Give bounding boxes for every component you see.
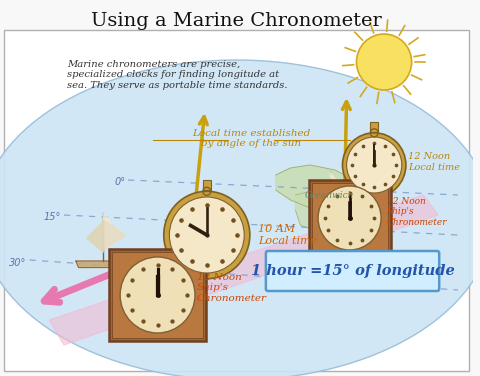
Polygon shape (318, 178, 330, 200)
Text: 12 Noon
Ship's
Chronometer: 12 Noon Ship's Chronometer (197, 273, 267, 303)
Text: 12 Noon
Local time: 12 Noon Local time (408, 152, 460, 172)
FancyBboxPatch shape (4, 30, 469, 371)
Polygon shape (295, 190, 384, 245)
FancyBboxPatch shape (109, 249, 206, 341)
Polygon shape (330, 172, 336, 180)
Text: 30°: 30° (9, 258, 26, 268)
Text: 1 hour =15° of longitude: 1 hour =15° of longitude (251, 264, 455, 278)
Circle shape (318, 186, 381, 250)
Text: 10 AM
Local time: 10 AM Local time (258, 224, 317, 246)
Text: Greenwich: Greenwich (305, 191, 355, 200)
Text: Using a Marine Chronometer: Using a Marine Chronometer (91, 12, 382, 30)
Circle shape (120, 257, 195, 333)
Bar (370, 122, 378, 132)
Text: by angle of the sun: by angle of the sun (201, 138, 301, 147)
Circle shape (169, 197, 244, 273)
Circle shape (343, 133, 406, 197)
Polygon shape (103, 218, 125, 249)
Polygon shape (310, 208, 344, 211)
Polygon shape (49, 195, 438, 345)
Circle shape (347, 137, 402, 193)
Polygon shape (330, 176, 346, 198)
Polygon shape (87, 221, 103, 252)
Text: 0°: 0° (115, 177, 126, 187)
FancyBboxPatch shape (309, 180, 391, 256)
Circle shape (357, 34, 412, 90)
Bar (203, 179, 211, 190)
Ellipse shape (0, 60, 480, 376)
Text: Local time established: Local time established (192, 129, 310, 138)
Polygon shape (276, 165, 364, 215)
Text: 12 Noon
Ship's
Chronometer: 12 Noon Ship's Chronometer (387, 197, 447, 227)
FancyBboxPatch shape (266, 251, 439, 291)
FancyBboxPatch shape (312, 183, 387, 253)
Polygon shape (76, 261, 123, 268)
Polygon shape (103, 213, 112, 224)
Text: Marine chronometers are precise,
specialized clocks for finding longitude at
sea: Marine chronometers are precise, special… (67, 60, 288, 90)
FancyBboxPatch shape (112, 252, 203, 338)
Text: 15°: 15° (44, 212, 61, 222)
Circle shape (164, 191, 250, 279)
